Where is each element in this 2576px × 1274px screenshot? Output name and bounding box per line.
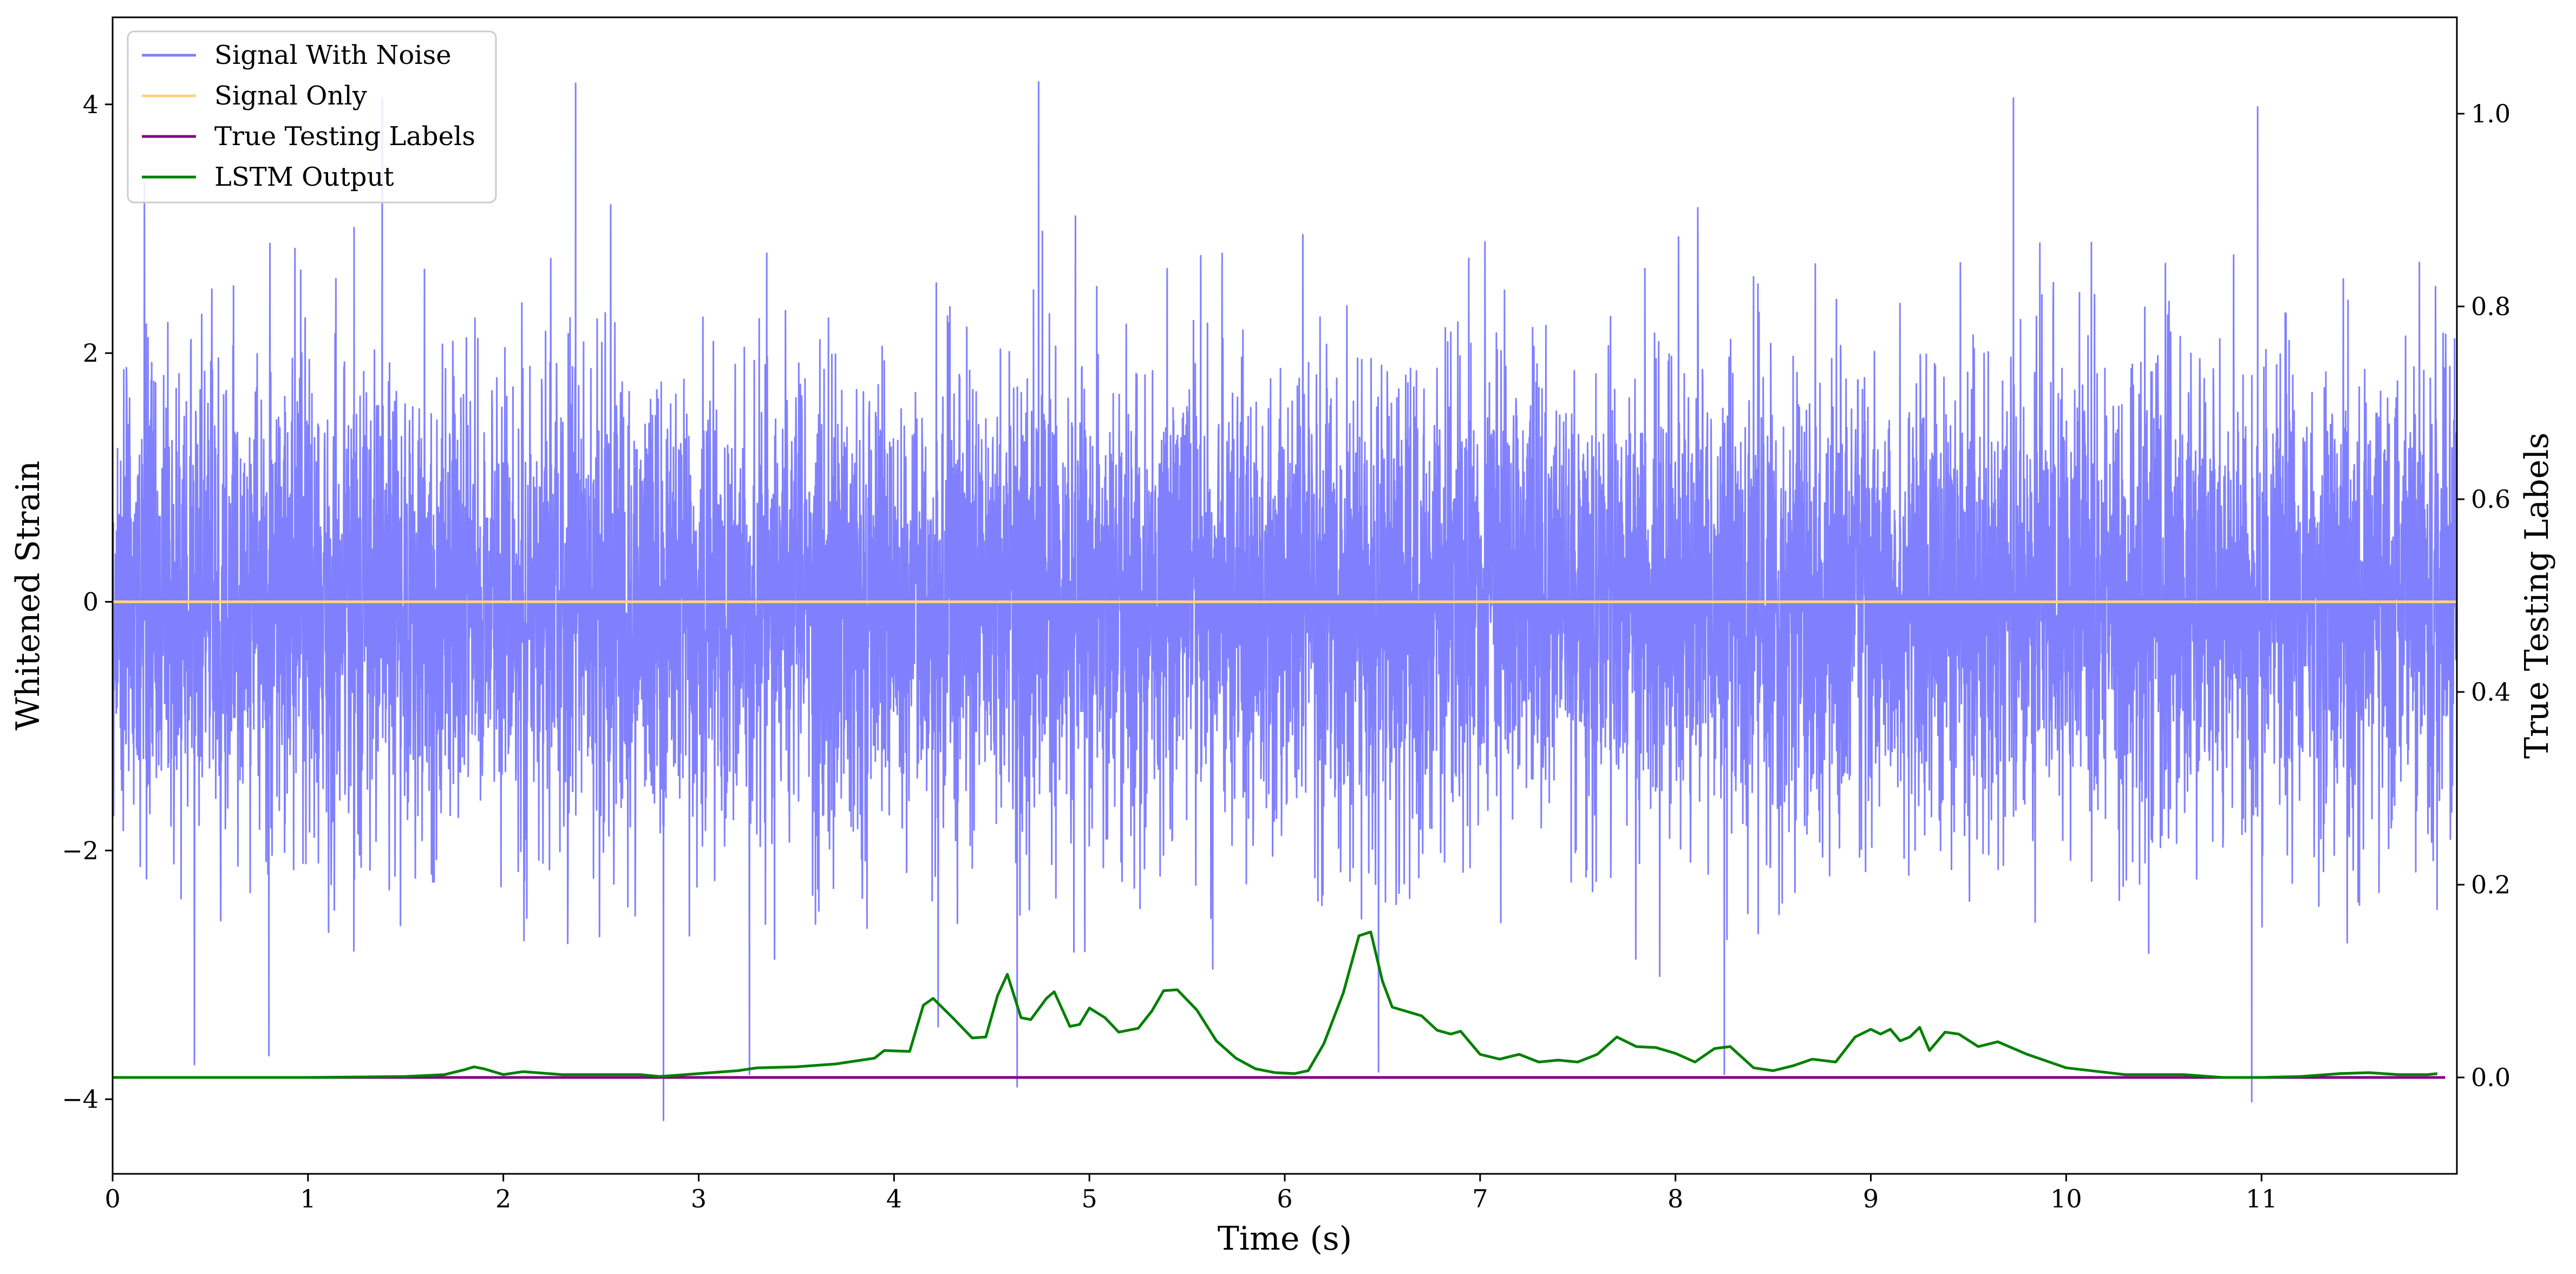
x-tick-label: 0 [104,1184,120,1213]
y-axis-left: −4 −2 0 2 4 [62,90,113,1114]
y2-tick-label: 0.2 [2471,870,2510,899]
y2-tick-label: 0.8 [2471,292,2510,321]
legend: Signal With Noise Signal Only True Testi… [127,30,497,204]
legend-label-lstm-output: LSTM Output [214,162,394,192]
legend-label-signal-with-noise: Signal With Noise [214,40,452,70]
y-axis-right: 0.0 0.2 0.4 0.6 0.8 1.0 [2457,99,2510,1092]
signal-with-noise-line [113,81,2457,1121]
x-tick-label: 11 [2246,1184,2278,1213]
series-flat-lines [113,600,2457,1079]
y2-tick-label: 0.0 [2471,1063,2510,1092]
y2-tick-label: 0.4 [2471,677,2510,707]
x-tick-label: 5 [1082,1184,1097,1213]
legend-box [127,30,497,204]
lstm-output-line [113,930,2438,1079]
series-signal-with-noise [113,81,2457,1121]
x-tick-label: 8 [1668,1184,1683,1213]
plot-area [113,81,2457,1121]
x-tick-label: 10 [2050,1184,2082,1213]
legend-label-signal-only: Signal Only [214,81,367,111]
x-tick-label: 3 [691,1184,707,1213]
y2-tick-label: 1.0 [2471,99,2510,128]
x-axis: 0 1 2 3 4 5 6 7 8 9 10 11 [104,1174,2277,1213]
y-tick-label: 4 [83,90,99,119]
x-tick-label: 7 [1472,1184,1488,1213]
y-tick-label: −4 [62,1084,99,1114]
y-axis-label: Whitened Strain [9,461,47,730]
x-tick-label: 2 [495,1184,511,1213]
x-axis-label: Time (s) [1218,1220,1352,1258]
legend-label-true-testing-labels: True Testing Labels [214,121,475,152]
x-tick-label: 4 [886,1184,902,1213]
x-tick-label: 6 [1277,1184,1292,1213]
y-tick-label: −2 [62,836,99,865]
x-tick-label: 1 [300,1184,316,1213]
series-lstm-output [113,930,2438,1079]
y-tick-label: 2 [83,338,99,368]
y2-axis-label: True Testing Labels [2518,433,2556,759]
y-tick-label: 0 [83,587,99,616]
y2-tick-label: 0.6 [2471,485,2510,514]
x-tick-label: 9 [1863,1184,1879,1213]
